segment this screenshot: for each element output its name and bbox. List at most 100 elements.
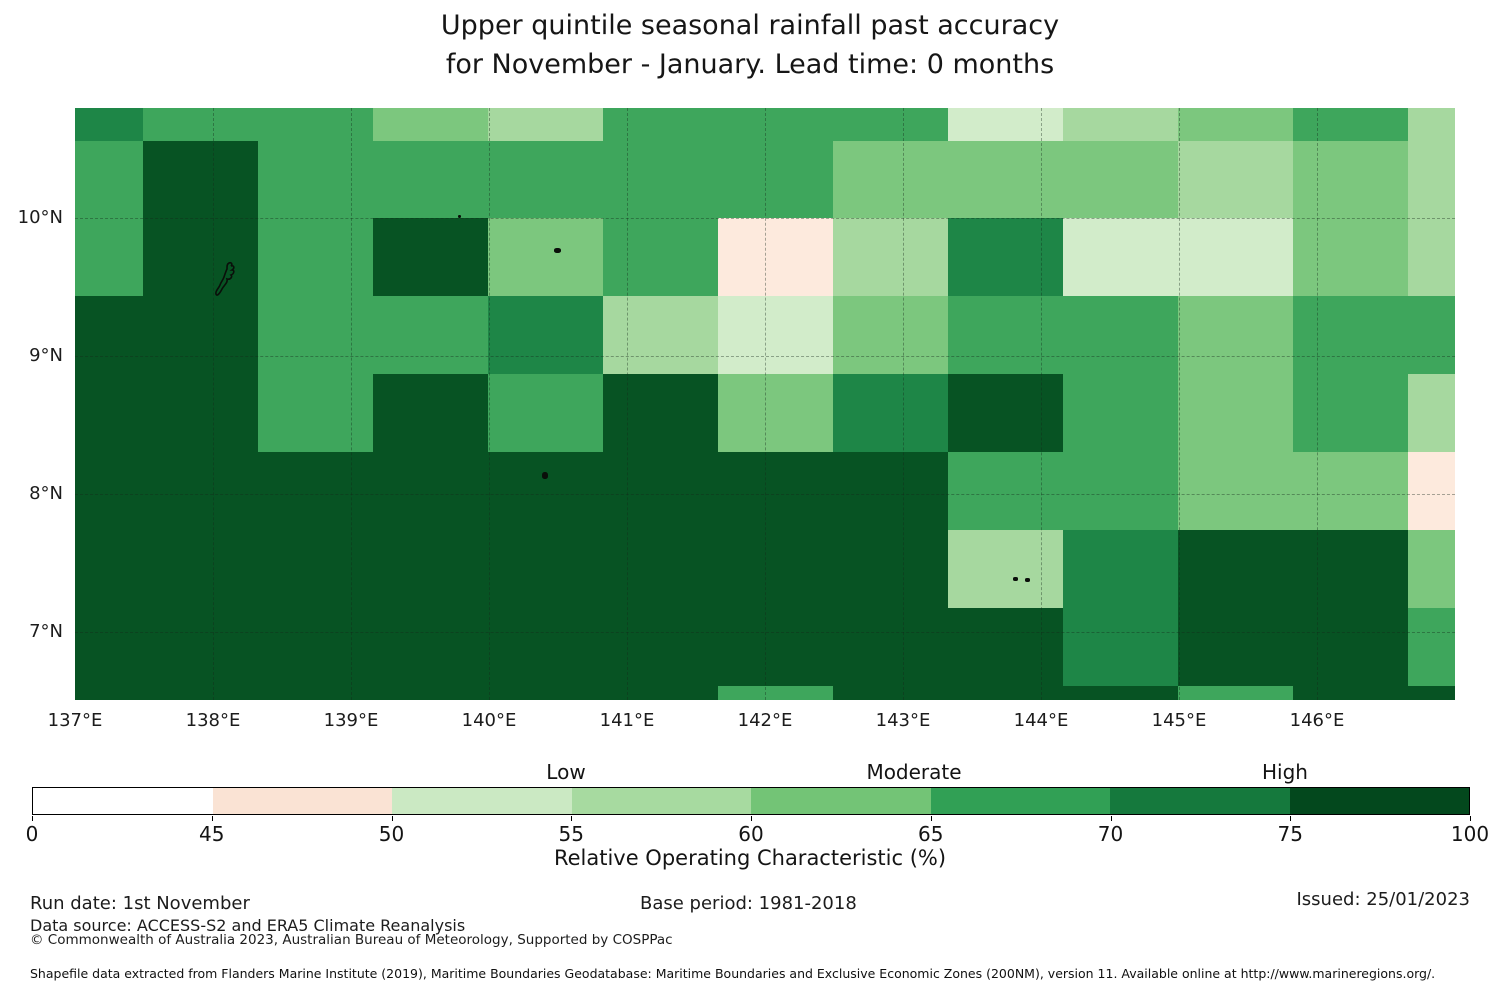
map-cell [75, 452, 143, 530]
map-cell [603, 218, 718, 296]
meridian-gridline [1179, 108, 1180, 700]
colorbar-tick [930, 816, 932, 821]
map-cell [1178, 218, 1293, 296]
map-cell [143, 686, 258, 700]
map-cell [1178, 374, 1293, 452]
map-cell [373, 530, 488, 608]
map-cell [1408, 686, 1455, 700]
colorbar-tick [391, 816, 393, 821]
map-cell [143, 608, 258, 686]
map-cell [258, 530, 373, 608]
map-cell [718, 452, 833, 530]
run-date-text: Run date: 1st November [30, 893, 250, 914]
meridian-gridline [489, 108, 490, 700]
map-cell [258, 608, 373, 686]
colorbar-category-label: High [1262, 760, 1308, 784]
parallel-gridline [75, 494, 1455, 495]
map-cell [718, 296, 833, 374]
map-cell [143, 530, 258, 608]
map-cell [75, 108, 143, 141]
map-cell [833, 608, 948, 686]
colorbar-tick-label: 50 [378, 822, 405, 846]
map-cell [948, 108, 1063, 141]
map-cell [1408, 374, 1455, 452]
colorbar-segment [1110, 788, 1290, 814]
x-tick-label: 145°E [1151, 710, 1207, 731]
map-cell [373, 296, 488, 374]
copyright-text: © Commonwealth of Australia 2023, Austra… [30, 932, 673, 948]
map-cell [948, 530, 1063, 608]
map-cell [603, 108, 718, 141]
map-cell [143, 452, 258, 530]
colorbar-axis-label: Relative Operating Characteristic (%) [553, 846, 947, 870]
island-mark [1025, 578, 1030, 582]
map-cell [1178, 296, 1293, 374]
map-cell [1408, 141, 1455, 218]
colorbar-tick-label: 55 [558, 822, 584, 846]
map-cell [373, 452, 488, 530]
colorbar-tick [571, 816, 573, 821]
map-cell [143, 108, 258, 141]
data-source-text: Data source: ACCESS-S2 and ERA5 Climate … [30, 916, 466, 935]
map-cell [603, 530, 718, 608]
map-cell [1063, 608, 1178, 686]
y-tick-label: 8°N [29, 483, 63, 504]
colorbar-tick [211, 816, 213, 821]
map-cell [718, 141, 833, 218]
map-cell [718, 108, 833, 141]
colorbar-tick-label: 70 [1097, 822, 1124, 846]
map-cell [1293, 218, 1408, 296]
colorbar-tick [1470, 816, 1471, 821]
map-cell [948, 374, 1063, 452]
map-cell [75, 218, 143, 296]
map-cell [1178, 108, 1293, 141]
map-cell [1408, 530, 1455, 608]
meridian-gridline [627, 108, 628, 700]
colorbar-segment [1289, 788, 1469, 814]
parallel-gridline [75, 632, 1455, 633]
colorbar-tick [32, 816, 33, 821]
x-tick-label: 144°E [1013, 710, 1069, 731]
map-cell [1178, 530, 1293, 608]
map-cell [75, 141, 143, 218]
map-cell [143, 374, 258, 452]
map-cell [718, 608, 833, 686]
y-tick-label: 9°N [29, 345, 63, 366]
chart-title: Upper quintile seasonal rainfall past ac… [0, 6, 1500, 84]
meridian-gridline [213, 108, 214, 700]
island-mark [554, 248, 561, 253]
colorbar-tick [751, 816, 752, 821]
x-tick-label: 146°E [1289, 710, 1345, 731]
y-tick-label: 10°N [17, 207, 63, 228]
map-cell [833, 141, 948, 218]
map-cell [75, 686, 143, 700]
map-cell [948, 141, 1063, 218]
colorbar-segment [212, 788, 392, 814]
meridian-gridline [1317, 108, 1318, 700]
map-cell [143, 141, 258, 218]
map-cell [1063, 296, 1178, 374]
colorbar-segment [571, 788, 751, 814]
colorbar-tick [1110, 816, 1112, 821]
map-cell [1408, 296, 1455, 374]
colorbar-segment [930, 788, 1110, 814]
map-cell [1178, 608, 1293, 686]
map-cell [1063, 374, 1178, 452]
map-cell [833, 218, 948, 296]
colorbar-category-label: Moderate [866, 760, 962, 784]
island-mark [458, 215, 461, 218]
colorbar-segment [33, 788, 213, 814]
map-cell [833, 296, 948, 374]
map-cell [1293, 141, 1408, 218]
y-tick-label: 7°N [29, 621, 63, 642]
meridian-gridline [903, 108, 904, 700]
map-cell [488, 686, 603, 700]
parallel-gridline [75, 356, 1455, 357]
map-plot [75, 108, 1455, 700]
meridian-gridline [351, 108, 352, 700]
colorbar-segment [751, 788, 931, 814]
map-cell [718, 530, 833, 608]
map-cell [603, 686, 718, 700]
map-cell [75, 530, 143, 608]
